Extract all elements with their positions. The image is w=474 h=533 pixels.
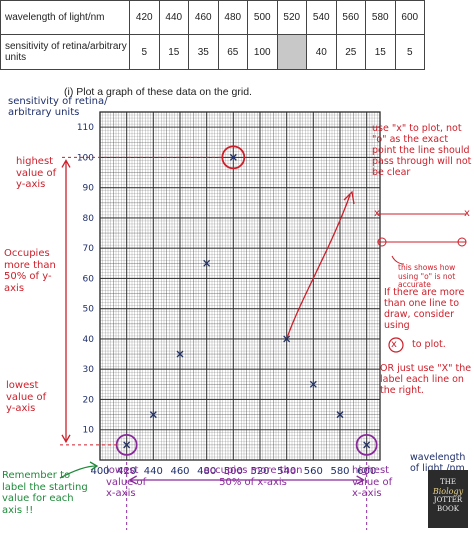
annotation-highest-y: highest value of y-axis <box>16 156 57 190</box>
green-arrow <box>59 465 97 479</box>
annotation-use-x: use "x" to plot, not "o" as the exact po… <box>372 123 472 178</box>
annotation-this-shows: this shows how using "o" is not accurate <box>398 263 456 290</box>
y-tick-label: 70 <box>83 244 95 254</box>
x-tick-label: 520 <box>250 466 269 477</box>
biology-jotter-book-logo: THE Biology JOTTER BOOK <box>428 470 468 528</box>
arrow-head <box>61 434 71 444</box>
x-tick-label: 460 <box>170 466 189 477</box>
y-tick-label: 60 <box>83 274 95 284</box>
x-tick-label: 420 <box>117 466 136 477</box>
y-tick-label: 50 <box>83 305 95 315</box>
annotation-occupies-y: Occupies more than 50% of y-axis <box>4 248 56 294</box>
data-point-stroke <box>203 259 211 267</box>
data-point-stroke <box>176 350 184 358</box>
arrow-head <box>343 190 355 205</box>
table-cell-blank <box>276 34 307 70</box>
arrow-head <box>89 461 99 471</box>
table-cell: 15 <box>365 34 396 70</box>
data-table: wavelength of light/nm 420 440 460 480 5… <box>0 0 425 70</box>
x-tick-label: 440 <box>144 466 163 477</box>
data-point <box>336 411 344 419</box>
question-text: (i) Plot a graph of these data on the gr… <box>64 86 252 98</box>
arrow-head <box>61 159 71 168</box>
table-header-sensitivity: sensitivity of retina/arbitrary units <box>0 34 130 70</box>
data-point-stroke <box>149 411 157 419</box>
arrow-head <box>128 475 137 485</box>
red-arrow <box>286 194 351 340</box>
data-point <box>363 441 371 449</box>
data-point <box>203 259 211 267</box>
table-cell: 5 <box>129 34 160 70</box>
data-point-stroke <box>283 335 291 343</box>
data-point-stroke <box>229 153 237 161</box>
data-point-stroke <box>336 411 344 419</box>
y-tick-label: 100 <box>77 153 94 163</box>
demo-circle <box>377 237 387 247</box>
table-cell: 100 <box>247 34 278 70</box>
table-cell: 500 <box>247 0 278 35</box>
annotation-overlay <box>59 145 467 530</box>
data-point-stroke <box>363 441 371 449</box>
x-tick-label: 400 <box>90 466 109 477</box>
x-tick-label: 500 <box>224 466 243 477</box>
data-point-stroke <box>309 380 317 388</box>
x-axis-label: wavelength of light /nm <box>410 452 466 474</box>
annotation-highest-x: highest value of x-axis <box>352 465 393 499</box>
y-tick-label: 40 <box>83 335 95 345</box>
small-arrow <box>391 255 405 265</box>
data-point <box>149 411 157 419</box>
x-mark-symbol: x <box>374 208 380 219</box>
highlight-circle <box>221 145 246 170</box>
highlight-circle <box>355 433 378 456</box>
y-tick-label: 80 <box>83 214 95 224</box>
data-marks <box>123 153 371 449</box>
data-point <box>176 350 184 358</box>
table-row-wavelength: wavelength of light/nm 420 440 460 480 5… <box>0 0 425 35</box>
table-cell: 5 <box>394 34 425 70</box>
annotation-occupies-x: occupies more than 50% of x-axis <box>203 465 303 488</box>
x-in-circle <box>388 337 404 353</box>
x-tick-label: 560 <box>304 466 323 477</box>
annotation-to-plot: to plot. <box>412 339 446 350</box>
data-point <box>309 380 317 388</box>
x-tick-label: 600 <box>357 466 376 477</box>
x-tick-label: 580 <box>330 466 349 477</box>
y-axis-label: sensitivity of retina/ arbitrary units <box>8 96 108 118</box>
annotation-if-more: If there are more than one line to draw,… <box>384 287 465 331</box>
table-cell: 15 <box>158 34 189 70</box>
data-point <box>229 153 237 161</box>
demo-circle <box>457 237 467 247</box>
y-tick-label: 90 <box>83 184 95 194</box>
table-cell: 65 <box>217 34 248 70</box>
axis-labels: 400 420 440 460 480 500 520 540 560 580 600 10 20 30 4… <box>77 123 376 477</box>
table-cell: 580 <box>365 0 396 35</box>
x-in-circle-symbol: x <box>391 339 397 350</box>
data-point <box>283 335 291 343</box>
y-tick-label: 110 <box>77 123 94 133</box>
y-tick-label: 20 <box>83 395 95 405</box>
data-point-stroke <box>123 441 131 449</box>
annotation-lowest-x: lowest value of x-axis <box>106 465 147 499</box>
x-tick-label: 480 <box>197 466 216 477</box>
data-point <box>123 441 131 449</box>
annotation-lowest-y: lowest value of y-axis <box>6 380 47 414</box>
arrow-head <box>356 475 365 485</box>
y-tick-label: 10 <box>83 426 95 436</box>
x-tick-label: 540 <box>277 466 296 477</box>
chart-grid <box>99 111 381 461</box>
annotation-remember: Remember to label the starting value for… <box>2 470 88 516</box>
table-cell: 480 <box>217 0 248 35</box>
table-row-sensitivity: sensitivity of retina/arbitrary units 5 … <box>0 34 425 70</box>
x-mark-symbol: x <box>464 208 470 219</box>
annotation-or-just: OR just use "X" the label each line on t… <box>380 363 472 396</box>
y-tick-label: 30 <box>83 365 95 375</box>
plot-frame <box>99 111 381 461</box>
